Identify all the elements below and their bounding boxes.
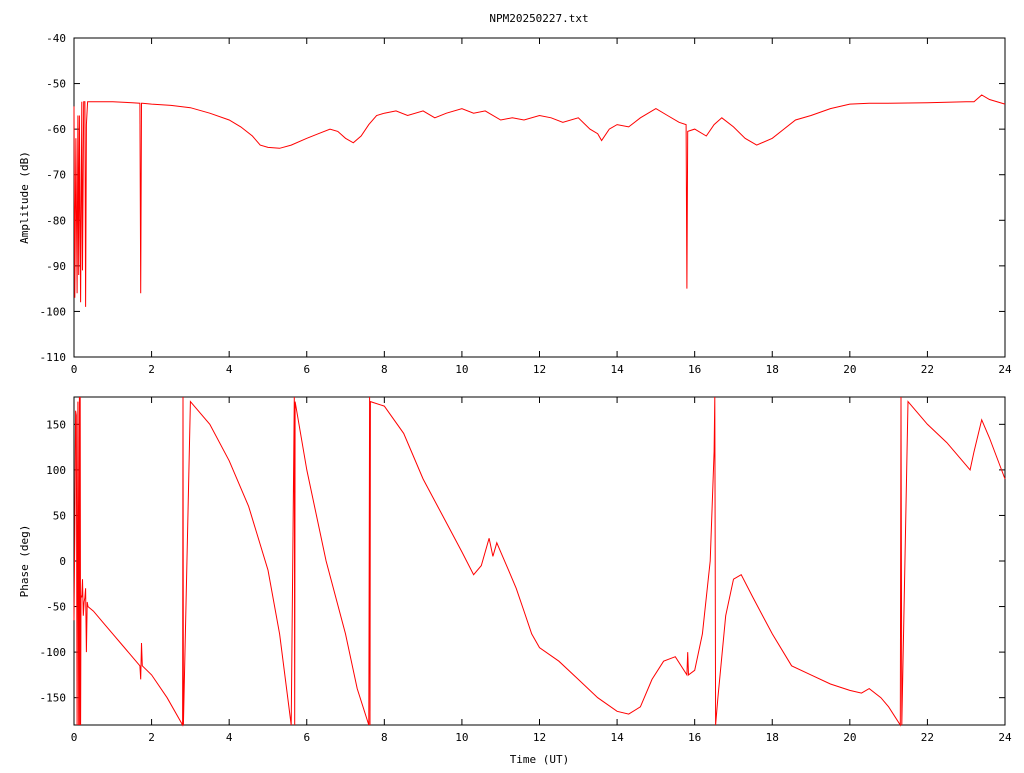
phase-y-tick-label: 150 (46, 418, 66, 431)
phase-x-tick-label: 22 (921, 731, 934, 744)
phase-x-tick-label: 8 (381, 731, 388, 744)
amplitude-y-tick-label: -80 (46, 214, 66, 227)
amplitude-x-tick-label: 10 (455, 363, 468, 376)
amplitude-y-tick-label: -110 (40, 351, 67, 364)
amplitude-y-tick-label: -100 (40, 305, 67, 318)
phase-y-tick-label: -150 (40, 692, 67, 705)
amplitude-y-tick-label: -60 (46, 123, 66, 136)
amplitude-x-tick-label: 22 (921, 363, 934, 376)
amplitude-plot-frame (73, 37, 1006, 358)
phase-plot-frame (73, 396, 1006, 726)
amplitude-x-tick-label: 14 (610, 363, 624, 376)
phase-y-tick-label: 50 (53, 509, 66, 522)
phase-x-tick-label: 10 (455, 731, 468, 744)
phase-x-tick-label: 14 (610, 731, 624, 744)
amplitude-x-tick-label: 2 (148, 363, 155, 376)
amplitude-y-tick-label: -50 (46, 78, 66, 91)
phase-y-tick-label: 0 (59, 555, 66, 568)
phase-y-axis-label: Phase (deg) (18, 525, 31, 598)
phase-x-tick-label: 0 (71, 731, 78, 744)
amplitude-x-tick-label: 24 (998, 363, 1012, 376)
phase-x-tick-label: 24 (998, 731, 1012, 744)
phase-panel: 0 2 4 6 8 10 12 14 16 18 20 22 24-150-100-5005010015… (18, 396, 1012, 766)
amplitude-x-tick-label: 18 (766, 363, 779, 376)
amplitude-x-tick-label: 16 (688, 363, 701, 376)
phase-y-tick-label: -50 (46, 601, 66, 614)
phase-y-tick-label: -100 (40, 646, 67, 659)
phase-y-tick-label: 100 (46, 464, 66, 477)
amplitude-y-axis-label: Amplitude (dB) (18, 151, 31, 244)
amplitude-series-line (73, 94, 1006, 307)
amplitude-x-tick-label: 4 (226, 363, 233, 376)
amplitude-x-tick-label: 8 (381, 363, 388, 376)
amplitude-x-tick-label: 12 (533, 363, 546, 376)
phase-x-tick-label: 12 (533, 731, 546, 744)
amplitude-panel: 0 2 4 6 8 10 12 14 16 18 20 22 24-110-100-90-80-70-6… (18, 32, 1012, 376)
phase-x-axis-label: Time (UT) (510, 753, 570, 766)
amplitude-x-tick-label: 6 (303, 363, 310, 376)
amplitude-y-tick-label: -40 (46, 32, 66, 45)
phase-x-tick-label: 4 (226, 731, 233, 744)
amplitude-x-tick-label: 0 (71, 363, 78, 376)
amplitude-y-tick-label: -70 (46, 169, 66, 182)
phase-x-tick-label: 18 (766, 731, 779, 744)
amplitude-x-tick-label: 20 (843, 363, 856, 376)
phase-x-tick-label: 16 (688, 731, 701, 744)
amplitude-y-tick-label: -90 (46, 260, 66, 273)
phase-x-tick-label: 6 (303, 731, 310, 744)
phase-x-tick-label: 20 (843, 731, 856, 744)
phase-x-tick-label: 2 (148, 731, 155, 744)
chart-title: NPM20250227.txt (489, 12, 588, 25)
phase-series-line (73, 396, 1006, 727)
